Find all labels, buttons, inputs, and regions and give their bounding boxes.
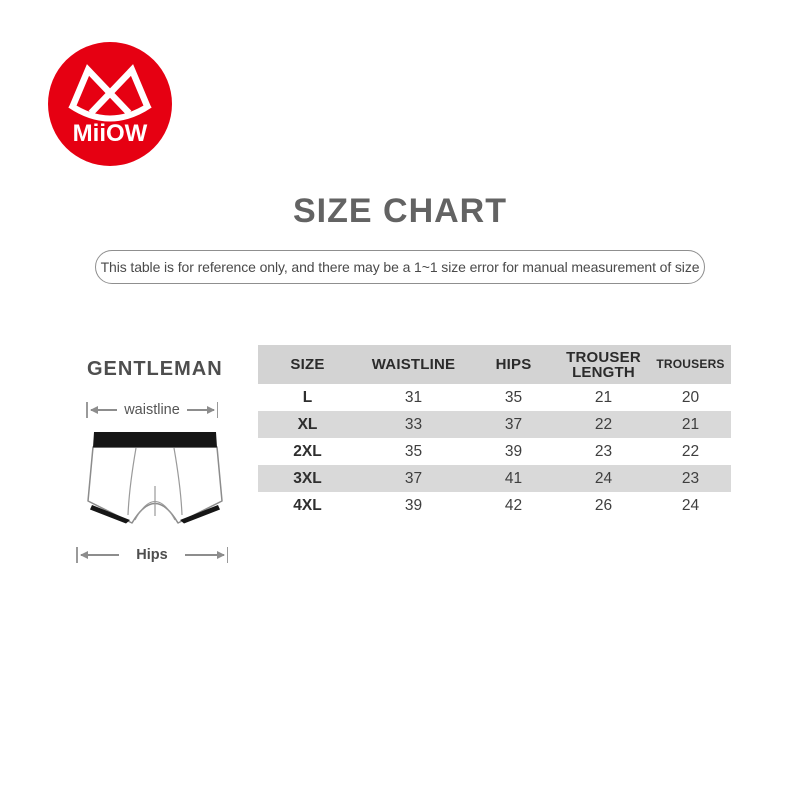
hips-measure: Hips — [76, 546, 229, 564]
size-table: SIZE WAISTLINE HIPS TROUSER LENGTH TROUS… — [258, 345, 731, 519]
cell-size: XL — [297, 415, 318, 433]
reference-note-text: This table is for reference only, and th… — [100, 259, 700, 275]
cell-size: 2XL — [293, 442, 322, 460]
measure-endbar — [226, 547, 229, 563]
cell-waistline: 35 — [404, 442, 423, 460]
measure-endbar — [76, 547, 78, 563]
waistline-label: waistline — [124, 402, 180, 418]
cell-hips: 37 — [504, 415, 523, 433]
cell-trouser-length: 22 — [594, 415, 613, 433]
brand-logo: MiiOW — [48, 42, 172, 166]
cell-size: 3XL — [293, 469, 322, 487]
cell-trouser-length: 26 — [594, 496, 613, 514]
arrow-left-icon — [79, 551, 120, 558]
header-hips: HIPS — [495, 356, 532, 373]
cell-trouser-length: 21 — [594, 388, 613, 406]
cell-trousers: 23 — [681, 469, 700, 487]
cell-waistline: 31 — [404, 388, 423, 406]
cell-waistline: 37 — [404, 469, 423, 487]
cell-waistline: 39 — [404, 496, 423, 514]
arrow-right-icon — [186, 406, 215, 413]
table-row: L 31 35 21 20 — [258, 384, 731, 411]
cell-trousers: 21 — [681, 415, 700, 433]
cell-hips: 35 — [504, 388, 523, 406]
cell-trousers: 22 — [681, 442, 700, 460]
cell-size: 4XL — [293, 496, 322, 514]
size-table-body: L 31 35 21 20 XL 33 37 22 21 2XL 35 39 2… — [258, 384, 731, 519]
header-trousers: TROUSERS — [656, 357, 725, 371]
arrow-right-icon — [184, 551, 225, 558]
cell-waistline: 33 — [404, 415, 423, 433]
reference-note: This table is for reference only, and th… — [95, 250, 705, 284]
cell-hips: 41 — [504, 469, 523, 487]
measure-endbar — [86, 402, 88, 418]
measure-endbar — [216, 402, 219, 418]
hips-label: Hips — [136, 547, 168, 563]
table-row: 3XL 37 41 24 23 — [258, 465, 731, 492]
arrow-left-icon — [89, 406, 118, 413]
table-row: 4XL 39 42 26 24 — [258, 492, 731, 519]
table-row: XL 33 37 22 21 — [258, 411, 731, 438]
cell-trouser-length: 23 — [594, 442, 613, 460]
cell-hips: 42 — [504, 496, 523, 514]
waistline-measure: waistline — [86, 401, 219, 419]
miiow-cat-icon: MiiOW — [48, 42, 172, 166]
brand-name: MiiOW — [73, 120, 148, 147]
header-trouser-length: TROUSER LENGTH — [566, 348, 641, 381]
table-row: 2XL 35 39 23 22 — [258, 438, 731, 465]
diagram-heading: GENTLEMAN — [87, 358, 223, 380]
size-table-header-row: SIZE WAISTLINE HIPS TROUSER LENGTH TROUS… — [258, 345, 731, 384]
cell-trouser-length: 24 — [594, 469, 613, 487]
cell-size: L — [302, 388, 313, 406]
cell-trousers: 20 — [681, 388, 700, 406]
cell-hips: 39 — [504, 442, 523, 460]
cell-trousers: 24 — [681, 496, 700, 514]
page-title: SIZE CHART — [293, 192, 507, 230]
boxer-briefs-illustration — [87, 432, 223, 524]
header-waistline: WAISTLINE — [371, 356, 456, 373]
header-size: SIZE — [290, 356, 325, 373]
